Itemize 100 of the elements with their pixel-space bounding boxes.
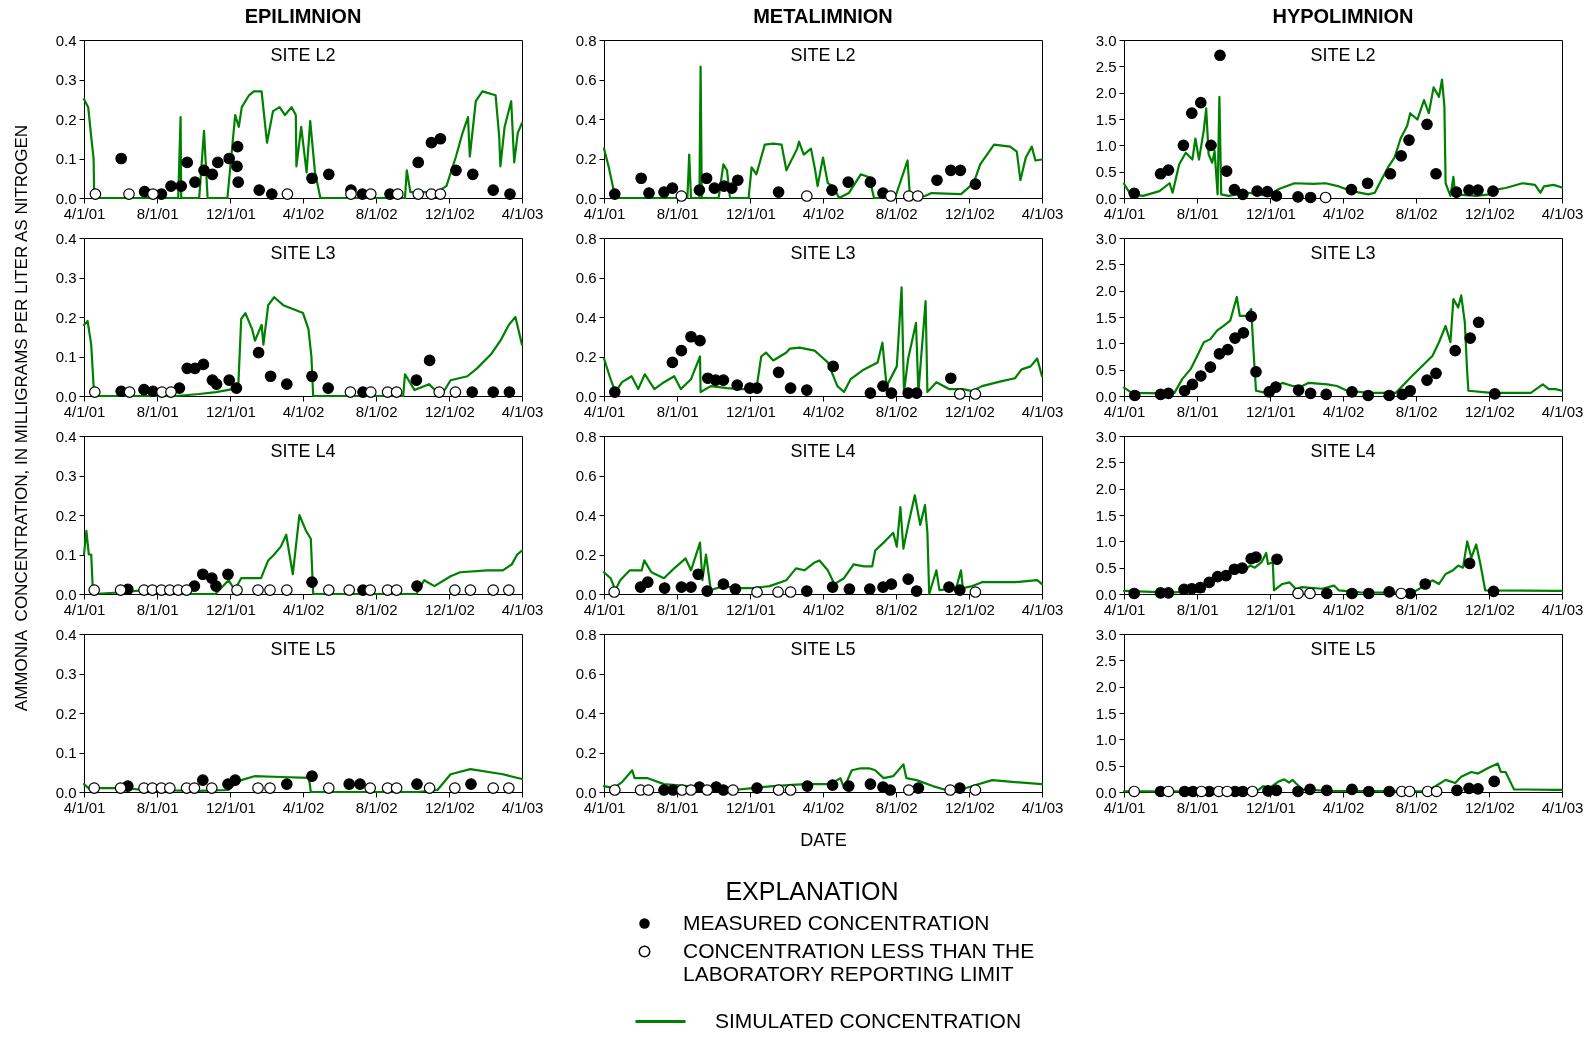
x-tick-label: 4/1/02 [802, 402, 845, 420]
x-tick-label: 4/1/01 [63, 204, 106, 222]
x-tick-label: 12/1/01 [1245, 600, 1296, 618]
y-tick-label: 0.0 [575, 585, 597, 603]
x-tick-label: 8/1/01 [136, 204, 179, 222]
chart-subtitle: SITE L2 [790, 45, 856, 65]
y-tick-label: 0.5 [1095, 163, 1117, 181]
chart-subtitle: SITE L2 [270, 45, 336, 65]
y-tick-label: 0.2 [575, 546, 597, 563]
x-tick-label: 8/1/01 [136, 600, 179, 618]
x-tick-label: 4/1/03 [1541, 402, 1584, 420]
y-tick-label: 0.3 [55, 71, 77, 88]
y-tick-label: 0.0 [55, 585, 77, 603]
x-tick-label: 12/1/01 [725, 600, 776, 618]
x-tick-label: 4/1/01 [583, 402, 626, 420]
chart-title: EPILIMNION [244, 5, 362, 27]
y-tick-label: 0.2 [575, 744, 597, 761]
x-tick-label: 8/1/01 [656, 798, 699, 816]
y-tick-label: 2.0 [1095, 480, 1117, 498]
x-tick-label: 12/1/01 [1245, 798, 1296, 816]
x-tick-label: 4/1/02 [802, 600, 845, 618]
y-tick-label: 0.4 [575, 308, 597, 326]
y-tick-label: 3.0 [1095, 625, 1117, 643]
x-tick-label: 12/1/01 [1245, 402, 1296, 420]
x-tick-label: 4/1/01 [583, 204, 626, 222]
y-tick-label: 2.0 [1095, 84, 1117, 102]
y-tick-label: 0.0 [55, 387, 77, 405]
x-tick-label: 8/1/01 [1176, 402, 1219, 420]
x-tick-label: 4/1/02 [802, 204, 845, 222]
x-axis-title: DATE [800, 829, 847, 850]
x-tick-label: 4/1/02 [802, 798, 845, 816]
x-tick-label: 12/1/02 [1464, 600, 1515, 618]
x-tick-label: 4/1/02 [1322, 204, 1365, 222]
x-tick-label: 4/1/03 [1541, 204, 1584, 222]
x-tick-label: 12/1/02 [424, 600, 475, 618]
chart-title: SITE L5 [1310, 639, 1376, 659]
x-tick-label: 12/1/02 [424, 402, 475, 420]
y-tick-label: 3.0 [1095, 229, 1117, 247]
x-tick-label: 12/1/02 [944, 402, 995, 420]
y-tick-label: 0.0 [1095, 387, 1117, 405]
x-tick-label: 12/1/02 [424, 204, 475, 222]
x-tick-label: 4/1/01 [63, 600, 106, 618]
x-tick-label: 4/1/01 [63, 798, 106, 816]
x-tick-label: 12/1/01 [205, 402, 256, 420]
x-tick-label: 8/1/02 [355, 798, 398, 816]
x-tick-label: 4/1/03 [1021, 402, 1064, 420]
x-tick-label: 8/1/01 [656, 204, 699, 222]
x-tick-label: 12/1/02 [424, 798, 475, 816]
y-tick-label: 0.1 [55, 150, 77, 167]
x-tick-label: 4/1/03 [501, 600, 544, 618]
x-tick-label: 12/1/02 [1464, 402, 1515, 420]
x-tick-label: 8/1/02 [1395, 402, 1438, 420]
x-tick-label: 4/1/03 [1021, 600, 1064, 618]
chart-title: SITE L3 [270, 243, 336, 263]
y-tick-label: 0.3 [55, 665, 77, 682]
x-tick-label: 12/1/01 [725, 402, 776, 420]
x-tick-label: 4/1/01 [1103, 204, 1146, 222]
y-tick-label: 1.5 [1095, 506, 1117, 524]
y-tick-label: 0.4 [575, 704, 597, 722]
x-tick-label: 8/1/01 [1176, 798, 1219, 816]
y-tick-label: 2.0 [1095, 678, 1117, 696]
chart-title: SITE L5 [270, 639, 336, 659]
x-tick-label: 8/1/01 [656, 600, 699, 618]
legend-title: EXPLANATION [725, 877, 899, 905]
y-tick-label: 0.5 [1095, 757, 1117, 775]
x-tick-label: 12/1/02 [944, 600, 995, 618]
x-tick-label: 4/1/03 [1021, 798, 1064, 816]
chart-title: METALIMNION [753, 5, 893, 27]
y-tick-label: 2.5 [1095, 453, 1117, 471]
x-tick-label: 4/1/02 [282, 600, 325, 618]
y-tick-label: 3.0 [1095, 31, 1117, 49]
x-tick-label: 4/1/03 [501, 798, 544, 816]
x-tick-label: 4/1/03 [501, 204, 544, 222]
y-tick-label: 0.8 [575, 31, 597, 49]
y-tick-label: 1.0 [1095, 730, 1117, 748]
y-tick-label: 0.2 [575, 348, 597, 365]
chart-title: SITE L4 [270, 441, 336, 461]
y-tick-label: 1.0 [1095, 532, 1117, 550]
x-tick-label: 8/1/02 [875, 798, 918, 816]
x-tick-label: 8/1/02 [355, 600, 398, 618]
y-tick-label: 0.8 [575, 625, 597, 643]
x-tick-label: 4/1/01 [63, 402, 106, 420]
y-tick-label: 1.5 [1095, 704, 1117, 722]
chart-title: SITE L3 [790, 243, 856, 263]
x-tick-label: 8/1/02 [1395, 600, 1438, 618]
y-tick-label: 0.4 [575, 110, 597, 128]
y-tick-label: 0.0 [55, 783, 77, 801]
y-tick-label: 0.3 [55, 467, 77, 484]
y-tick-label: 0.1 [55, 348, 77, 365]
x-tick-label: 4/1/02 [282, 204, 325, 222]
y-tick-label: 0.8 [575, 229, 597, 247]
y-tick-label: 0.4 [55, 229, 77, 247]
x-tick-label: 12/1/01 [1245, 204, 1296, 222]
y-tick-label: 0.4 [55, 31, 77, 49]
y-tick-label: 1.5 [1095, 110, 1117, 128]
x-tick-label: 12/1/01 [205, 798, 256, 816]
x-tick-label: 4/1/01 [1103, 798, 1146, 816]
x-tick-label: 8/1/02 [355, 402, 398, 420]
y-tick-label: 1.5 [1095, 308, 1117, 326]
y-axis-title: AMMONIA CONCENTRATION, IN MILLIGRAMS PER LITER AS NITROGEN [12, 124, 32, 712]
